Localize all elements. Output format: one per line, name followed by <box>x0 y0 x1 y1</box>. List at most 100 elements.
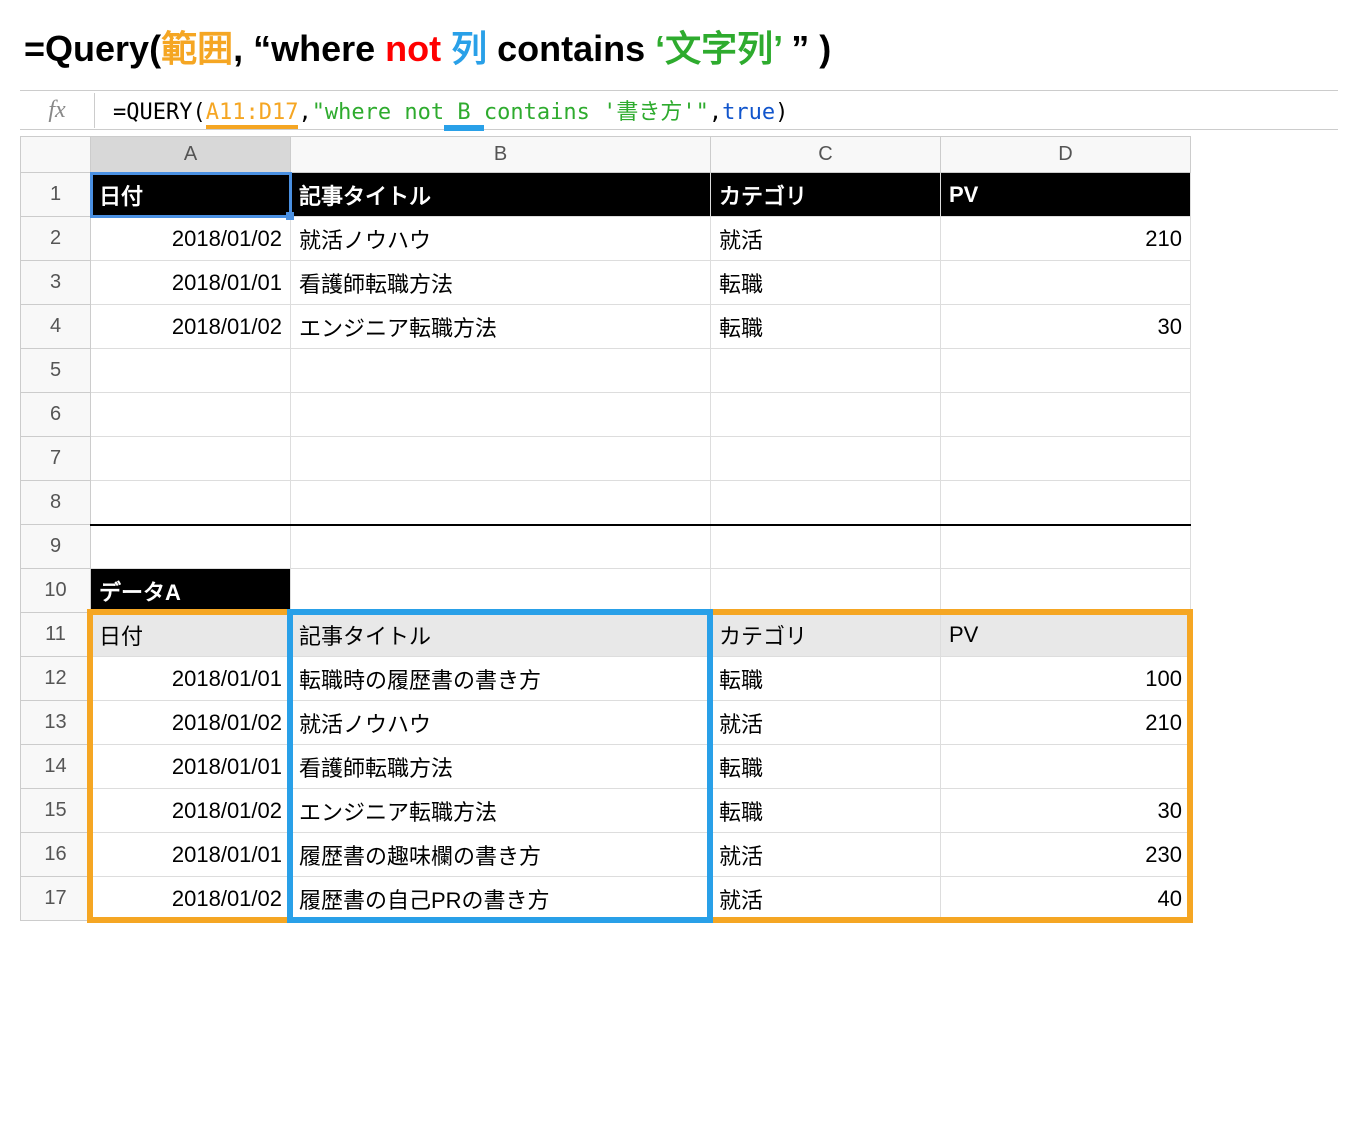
sheet-wrap: ABCD 1日付記事タイトルカテゴリPV22018/01/02就活ノウハウ就活2… <box>20 136 1338 921</box>
cell-B3[interactable]: 看護師転職方法 <box>291 261 711 305</box>
cell-C9[interactable] <box>711 525 941 569</box>
cell-A7[interactable] <box>91 437 291 481</box>
cell-B8[interactable] <box>291 481 711 525</box>
cell-C13[interactable]: 就活 <box>711 701 941 745</box>
cell-A3[interactable]: 2018/01/01 <box>91 261 291 305</box>
row-header-1[interactable]: 1 <box>21 173 91 217</box>
row-header-4[interactable]: 4 <box>21 305 91 349</box>
cell-A15[interactable]: 2018/01/02 <box>91 789 291 833</box>
cell-C4[interactable]: 転職 <box>711 305 941 349</box>
cell-C1[interactable]: カテゴリ <box>711 173 941 217</box>
row-header-14[interactable]: 14 <box>21 745 91 789</box>
cell-D6[interactable] <box>941 393 1191 437</box>
cell-D15[interactable]: 30 <box>941 789 1191 833</box>
cell-B7[interactable] <box>291 437 711 481</box>
cell-D4[interactable]: 30 <box>941 305 1191 349</box>
cell-C15[interactable]: 転職 <box>711 789 941 833</box>
cell-D2[interactable]: 210 <box>941 217 1191 261</box>
cell-D9[interactable] <box>941 525 1191 569</box>
col-header-B[interactable]: B <box>291 137 711 173</box>
cell-C5[interactable] <box>711 349 941 393</box>
cell-B16[interactable]: 履歴書の趣味欄の書き方 <box>291 833 711 877</box>
cell-B10[interactable] <box>291 569 711 613</box>
col-header-D[interactable]: D <box>941 137 1191 173</box>
cell-A16[interactable]: 2018/01/01 <box>91 833 291 877</box>
row-header-16[interactable]: 16 <box>21 833 91 877</box>
cell-C12[interactable]: 転職 <box>711 657 941 701</box>
row-header-10[interactable]: 10 <box>21 569 91 613</box>
cell-A10[interactable]: データA <box>91 569 291 613</box>
cell-D1[interactable]: PV <box>941 173 1191 217</box>
cell-A12[interactable]: 2018/01/01 <box>91 657 291 701</box>
spreadsheet[interactable]: ABCD 1日付記事タイトルカテゴリPV22018/01/02就活ノウハウ就活2… <box>20 136 1191 921</box>
cell-D16[interactable]: 230 <box>941 833 1191 877</box>
cell-A4[interactable]: 2018/01/02 <box>91 305 291 349</box>
row-header-6[interactable]: 6 <box>21 393 91 437</box>
cell-D11[interactable]: PV <box>941 613 1191 657</box>
row-header-15[interactable]: 15 <box>21 789 91 833</box>
row-header-12[interactable]: 12 <box>21 657 91 701</box>
cell-A17[interactable]: 2018/01/02 <box>91 877 291 921</box>
cell-C10[interactable] <box>711 569 941 613</box>
cell-D14[interactable] <box>941 745 1191 789</box>
col-header-C[interactable]: C <box>711 137 941 173</box>
cell-C17[interactable]: 就活 <box>711 877 941 921</box>
cell-C14[interactable]: 転職 <box>711 745 941 789</box>
cell-B6[interactable] <box>291 393 711 437</box>
cell-B2[interactable]: 就活ノウハウ <box>291 217 711 261</box>
cell-B14[interactable]: 看護師転職方法 <box>291 745 711 789</box>
formula-text[interactable]: =QUERY(A11:D17,"where not B contains '書き… <box>95 94 1338 126</box>
cell-D5[interactable] <box>941 349 1191 393</box>
title-part: =Query( <box>24 28 161 69</box>
cell-B12[interactable]: 転職時の履歴書の書き方 <box>291 657 711 701</box>
cell-A5[interactable] <box>91 349 291 393</box>
title-formula: =Query(範囲, “where not 列 contains ‘文字列’ ”… <box>20 20 1338 72</box>
row-header-8[interactable]: 8 <box>21 481 91 525</box>
cell-A8[interactable] <box>91 481 291 525</box>
cell-A11[interactable]: 日付 <box>91 613 291 657</box>
cell-D10[interactable] <box>941 569 1191 613</box>
cell-B17[interactable]: 履歴書の自己PRの書き方 <box>291 877 711 921</box>
cell-C3[interactable]: 転職 <box>711 261 941 305</box>
row-header-7[interactable]: 7 <box>21 437 91 481</box>
cell-C2[interactable]: 就活 <box>711 217 941 261</box>
cell-C7[interactable] <box>711 437 941 481</box>
cell-C8[interactable] <box>711 481 941 525</box>
cell-D3[interactable] <box>941 261 1191 305</box>
cell-B4[interactable]: エンジニア転職方法 <box>291 305 711 349</box>
cell-D13[interactable]: 210 <box>941 701 1191 745</box>
cell-B13[interactable]: 就活ノウハウ <box>291 701 711 745</box>
cell-D8[interactable] <box>941 481 1191 525</box>
cell-C16[interactable]: 就活 <box>711 833 941 877</box>
cell-A6[interactable] <box>91 393 291 437</box>
cell-C6[interactable] <box>711 393 941 437</box>
cell-A2[interactable]: 2018/01/02 <box>91 217 291 261</box>
row-header-17[interactable]: 17 <box>21 877 91 921</box>
row-header-9[interactable]: 9 <box>21 525 91 569</box>
cell-D12[interactable]: 100 <box>941 657 1191 701</box>
row-header-2[interactable]: 2 <box>21 217 91 261</box>
cell-B1[interactable]: 記事タイトル <box>291 173 711 217</box>
title-part: ‘文字列’ <box>655 28 791 69</box>
title-part: where <box>271 28 385 69</box>
row-header-11[interactable]: 11 <box>21 613 91 657</box>
cell-B11[interactable]: 記事タイトル <box>291 613 711 657</box>
row-3: 32018/01/01看護師転職方法転職 <box>21 261 1191 305</box>
cell-A13[interactable]: 2018/01/02 <box>91 701 291 745</box>
cell-C11[interactable]: カテゴリ <box>711 613 941 657</box>
cell-B9[interactable] <box>291 525 711 569</box>
row-header-3[interactable]: 3 <box>21 261 91 305</box>
col-header-A[interactable]: A <box>91 137 291 173</box>
row-13: 132018/01/02就活ノウハウ就活210 <box>21 701 1191 745</box>
row-2: 22018/01/02就活ノウハウ就活210 <box>21 217 1191 261</box>
row-header-5[interactable]: 5 <box>21 349 91 393</box>
cell-A9[interactable] <box>91 525 291 569</box>
cell-B15[interactable]: エンジニア転職方法 <box>291 789 711 833</box>
cell-A14[interactable]: 2018/01/01 <box>91 745 291 789</box>
cell-B5[interactable] <box>291 349 711 393</box>
cell-D17[interactable]: 40 <box>941 877 1191 921</box>
row-header-13[interactable]: 13 <box>21 701 91 745</box>
cell-D7[interactable] <box>941 437 1191 481</box>
corner-cell[interactable] <box>21 137 91 173</box>
cell-A1[interactable]: 日付 <box>91 173 291 217</box>
